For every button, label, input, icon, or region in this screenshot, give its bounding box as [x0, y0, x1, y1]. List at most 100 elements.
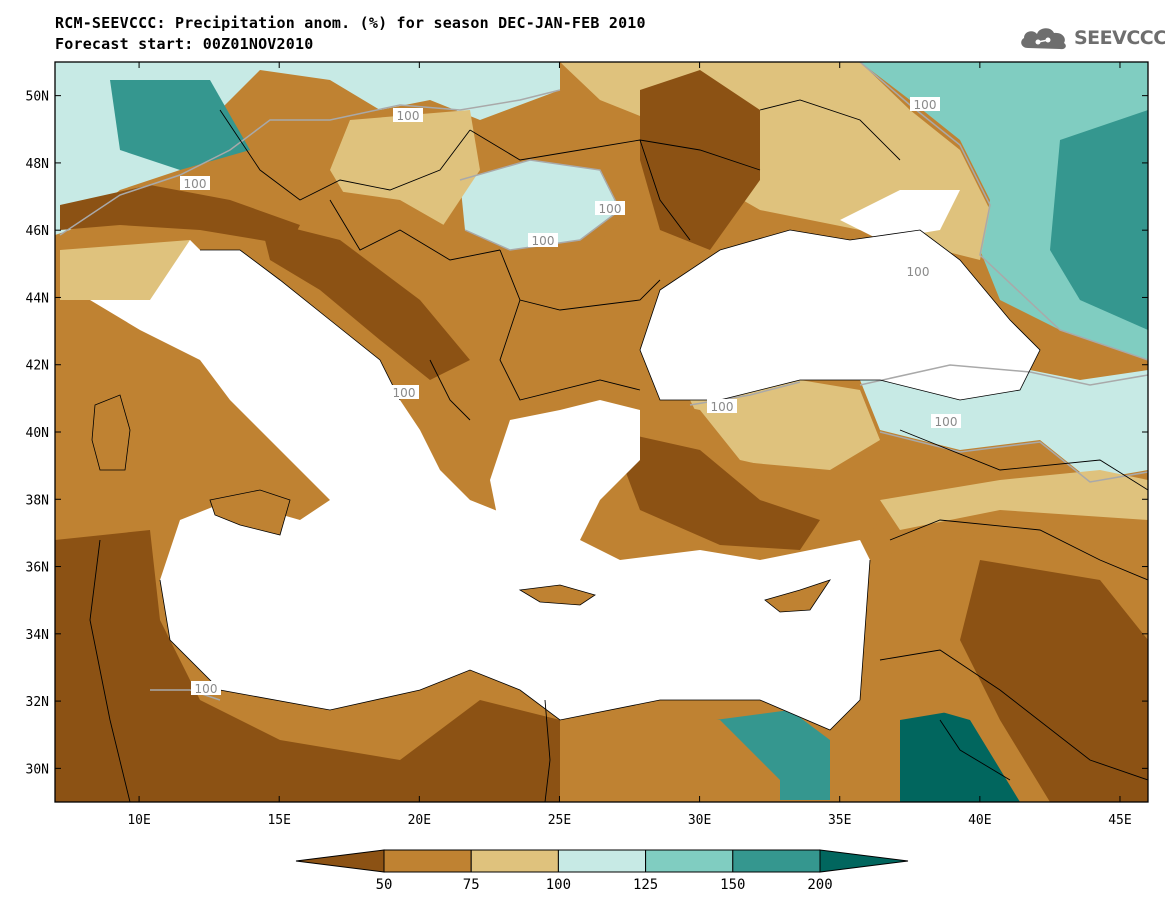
contour-label-bg — [903, 264, 933, 278]
seevccc-logo: SEEVCCC — [1018, 24, 1165, 52]
dry-region-balkans — [250, 180, 700, 400]
colorbar-label: 200 — [807, 877, 832, 893]
lon-label: 35E — [828, 813, 851, 828]
country-borders — [89, 99, 1148, 802]
wet-strong-region-alps — [110, 80, 250, 170]
lat-label: 40N — [26, 426, 49, 441]
coastline — [518, 584, 596, 606]
coastline — [91, 394, 131, 471]
colorbar-label: 125 — [633, 877, 658, 893]
colorbar-label: 50 — [376, 877, 393, 893]
border-line — [499, 299, 641, 401]
colorbar-label: 75 — [463, 877, 480, 893]
longitude-axis: 10E 15E 20E 25E 30E 35E 40E 45E — [127, 62, 1132, 828]
light-dry-region-levant — [880, 470, 1148, 530]
lon-label: 25E — [548, 813, 571, 828]
coastline — [639, 229, 1041, 401]
border-line — [889, 519, 1148, 581]
border-line — [469, 129, 761, 171]
lon-label: 15E — [267, 813, 290, 828]
coastline — [764, 579, 831, 613]
lon-label: 20E — [408, 813, 431, 828]
border-line — [544, 699, 551, 802]
lat-label: 36N — [26, 561, 49, 576]
lon-label: 45E — [1108, 813, 1131, 828]
island-sardinia — [92, 395, 130, 470]
logo-text: SEEVCCC — [1074, 27, 1165, 49]
lat-label: 42N — [26, 359, 49, 374]
contour-line — [859, 364, 1148, 386]
border-line — [899, 429, 1148, 491]
sea-azov — [840, 190, 960, 240]
border-line — [879, 649, 1148, 781]
sea-aegean — [490, 400, 640, 560]
strong-dry-core-ukraine — [640, 70, 760, 250]
colorbar-label: 100 — [546, 877, 571, 893]
contour-line — [879, 431, 1148, 483]
island-sicily — [210, 490, 290, 535]
contour-label: 100 — [599, 202, 622, 216]
lat-label: 46N — [26, 224, 49, 239]
colorbar: 50 75 100 125 150 200 — [295, 849, 909, 893]
map-title: RCM-SEEVCCC: Precipitation anom. (%) for… — [55, 14, 646, 32]
lat-label: 50N — [26, 90, 49, 105]
contour-label-bg — [191, 681, 221, 695]
coastline — [200, 249, 401, 401]
contour-line — [150, 689, 221, 701]
contour-label-bg — [393, 108, 423, 122]
lon-label: 40E — [968, 813, 991, 828]
border-line — [639, 139, 691, 241]
border-line — [939, 719, 1011, 781]
colorbar-segment — [645, 849, 734, 873]
lat-label: 30N — [26, 762, 49, 777]
strong-dry-core-north-africa — [55, 530, 560, 802]
wet-strong-region-east — [1050, 110, 1148, 330]
contour-label: 100 — [195, 682, 218, 696]
contour-label-bg — [707, 399, 737, 413]
contour-labels: 100 100 100 100 100 100 100 100 100 100 — [180, 97, 961, 696]
border-line — [499, 249, 661, 311]
border-line — [429, 359, 471, 421]
contour-label-bg — [931, 414, 961, 428]
colorbar-segment — [557, 849, 647, 873]
coastline — [209, 489, 291, 536]
map-field: 100 100 100 100 100 100 100 100 100 100 — [55, 62, 1148, 802]
strong-dry-core-turkey — [610, 430, 820, 550]
border-line — [759, 99, 901, 161]
contour-label: 100 — [393, 386, 416, 400]
sea-adriatic — [200, 250, 400, 400]
contour-label-bg — [389, 385, 419, 399]
strong-dry-core-alps — [60, 185, 300, 245]
strong-dry-core-arabia — [960, 560, 1148, 802]
lat-label: 32N — [26, 695, 49, 710]
contour-line — [59, 89, 561, 236]
border-line — [89, 539, 131, 802]
colorbar-segment — [470, 849, 559, 873]
lon-label: 10E — [127, 813, 150, 828]
contour-label-bg — [528, 233, 558, 247]
sea-western-mediterranean — [55, 240, 870, 730]
contour-label: 100 — [397, 109, 420, 123]
contour-label: 100 — [914, 98, 937, 112]
contour-label-bg — [180, 176, 210, 190]
contour-label: 100 — [532, 234, 555, 248]
island-corsica — [100, 335, 125, 390]
forecast-start-subtitle: Forecast start: 00Z01NOV2010 — [55, 35, 314, 53]
colorbar-segment — [732, 849, 821, 873]
border-line — [329, 199, 501, 261]
lon-label: 30E — [688, 813, 711, 828]
colorbar-segment — [819, 849, 909, 873]
contour-label: 100 — [907, 265, 930, 279]
lat-label: 44N — [26, 291, 49, 306]
wet-region-hungary — [460, 160, 620, 250]
light-dry-region-anatolia — [690, 380, 880, 470]
colorbar-segment — [383, 849, 472, 873]
lat-label: 38N — [26, 493, 49, 508]
contour-label-bg — [595, 201, 625, 215]
cloud-icon — [1021, 28, 1066, 50]
colorbar-segment — [295, 849, 385, 873]
lat-label: 48N — [26, 157, 49, 172]
contour-label-bg — [910, 97, 940, 111]
contour-label: 100 — [711, 400, 734, 414]
